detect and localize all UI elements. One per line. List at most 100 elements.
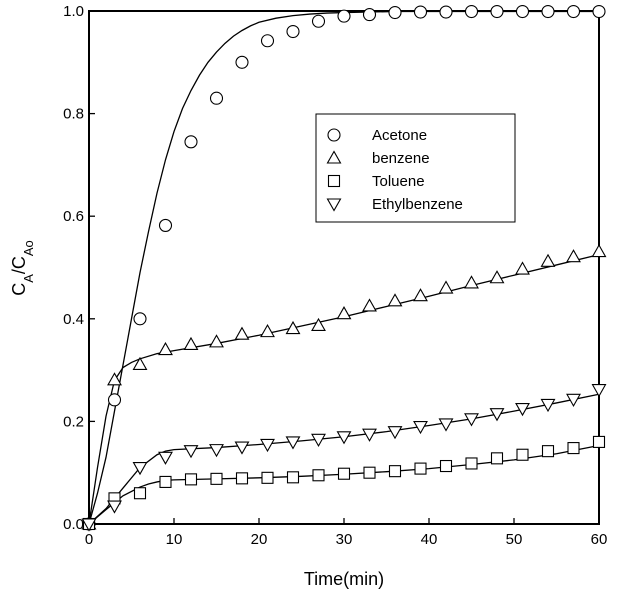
data-point-ethylbenzene bbox=[285, 436, 301, 450]
x-tick-label: 40 bbox=[421, 531, 438, 548]
data-point-benzene bbox=[260, 324, 275, 338]
data-point-acetone bbox=[439, 5, 453, 19]
legend-marker-benzene bbox=[326, 150, 342, 164]
data-point-benzene bbox=[566, 249, 581, 263]
data-point-acetone bbox=[464, 4, 479, 19]
y-axis-label: CA/CAo bbox=[9, 240, 36, 296]
data-point-benzene bbox=[158, 341, 173, 356]
data-point-acetone bbox=[184, 135, 198, 149]
data-point-benzene bbox=[438, 280, 454, 294]
data-point-benzene bbox=[540, 253, 556, 267]
series-ethylbenzene bbox=[81, 384, 607, 532]
data-point-benzene bbox=[387, 293, 403, 307]
x-axis-label: Time(min) bbox=[304, 569, 384, 589]
legend-item-toluene: Toluene bbox=[327, 173, 425, 190]
data-point-toluene bbox=[184, 473, 198, 486]
x-axis: 0 10 20 30 40 50 60 bbox=[85, 518, 607, 548]
legend: Acetone benzene Toluene Ethylbenzene bbox=[315, 113, 516, 223]
data-point-ethylbenzene bbox=[566, 393, 581, 407]
data-point-toluene bbox=[159, 475, 172, 488]
data-point-toluene bbox=[261, 471, 274, 484]
data-point-acetone bbox=[286, 24, 300, 39]
data-point-ethylbenzene bbox=[311, 433, 326, 447]
data-point-benzene bbox=[132, 356, 148, 371]
y-axis-label-main: C bbox=[9, 283, 29, 296]
data-point-benzene bbox=[515, 261, 530, 275]
data-point-toluene bbox=[286, 471, 300, 484]
data-point-toluene bbox=[567, 442, 580, 455]
data-point-ethylbenzene bbox=[540, 398, 556, 413]
legend-marker-toluene bbox=[327, 174, 341, 188]
data-point-toluene bbox=[363, 466, 376, 479]
y-tick-label: 0.6 bbox=[63, 208, 84, 225]
data-point-ethylbenzene bbox=[209, 444, 224, 458]
data-point-toluene bbox=[439, 459, 453, 473]
legend-item-ethylbenzene: Ethylbenzene bbox=[326, 196, 463, 213]
data-point-acetone bbox=[388, 5, 402, 20]
legend-item-acetone: Acetone bbox=[327, 127, 427, 144]
data-point-acetone bbox=[311, 14, 326, 28]
data-point-benzene bbox=[336, 306, 352, 320]
x-tick-label: 10 bbox=[166, 531, 183, 548]
data-point-ethylbenzene bbox=[489, 408, 505, 422]
legend-label-ethylbenzene: Ethylbenzene bbox=[372, 196, 463, 213]
data-point-benzene bbox=[285, 320, 301, 335]
legend-marker-acetone bbox=[327, 128, 341, 142]
data-point-toluene bbox=[516, 448, 529, 461]
data-point-acetone bbox=[158, 218, 173, 232]
y-axis: 0.0 0.2 0.4 0.6 0.8 1.0 bbox=[63, 3, 95, 533]
data-point-ethylbenzene bbox=[591, 384, 607, 398]
data-point-ethylbenzene bbox=[362, 428, 377, 442]
series-acetone bbox=[82, 4, 606, 531]
legend-label-benzene: benzene bbox=[372, 150, 430, 167]
data-markers bbox=[81, 4, 607, 532]
data-point-benzene bbox=[183, 336, 199, 351]
data-point-acetone bbox=[515, 4, 530, 19]
y-tick-label: 0.4 bbox=[63, 311, 84, 328]
data-point-acetone bbox=[235, 55, 249, 69]
data-point-benzene bbox=[107, 372, 122, 386]
data-point-benzene bbox=[234, 326, 250, 340]
data-point-ethylbenzene bbox=[387, 426, 403, 440]
data-point-acetone bbox=[337, 9, 351, 23]
fit-curve-ethylbenzene bbox=[88, 393, 600, 525]
data-point-acetone bbox=[209, 91, 224, 105]
legend-label-toluene: Toluene bbox=[372, 173, 425, 190]
data-point-acetone bbox=[566, 4, 581, 19]
data-point-benzene bbox=[413, 288, 428, 302]
data-point-ethylbenzene bbox=[464, 413, 479, 427]
data-point-toluene bbox=[414, 462, 427, 475]
data-point-toluene bbox=[235, 472, 249, 485]
data-point-acetone bbox=[490, 4, 504, 19]
data-point-acetone bbox=[260, 34, 275, 48]
data-point-ethylbenzene bbox=[260, 438, 275, 453]
legend-label-acetone: Acetone bbox=[372, 127, 427, 144]
data-point-toluene bbox=[541, 445, 555, 458]
y-tick-label: 0.2 bbox=[63, 413, 84, 430]
data-point-ethylbenzene bbox=[158, 451, 173, 465]
data-point-benzene bbox=[489, 270, 505, 284]
data-point-benzene bbox=[464, 275, 479, 289]
data-point-ethylbenzene bbox=[413, 420, 428, 435]
y-axis-label-sub-1: A bbox=[21, 274, 36, 283]
x-tick-label: 30 bbox=[336, 531, 353, 548]
y-tick-label: 1.0 bbox=[63, 3, 84, 20]
data-point-ethylbenzene bbox=[183, 445, 199, 459]
series-toluene bbox=[82, 435, 606, 531]
data-point-toluene bbox=[210, 472, 223, 485]
data-point-ethylbenzene bbox=[81, 518, 97, 532]
data-point-benzene bbox=[209, 334, 224, 348]
legend-item-benzene: benzene bbox=[326, 150, 430, 167]
data-point-ethylbenzene bbox=[438, 418, 454, 432]
data-point-acetone bbox=[133, 312, 147, 326]
data-point-toluene bbox=[490, 452, 504, 465]
x-tick-label: 0 bbox=[85, 531, 93, 548]
data-point-benzene bbox=[311, 317, 326, 332]
data-point-acetone bbox=[413, 5, 428, 19]
data-point-ethylbenzene bbox=[132, 462, 148, 476]
x-tick-label: 20 bbox=[251, 531, 268, 548]
data-point-benzene bbox=[591, 243, 607, 258]
y-tick-label: 0.0 bbox=[63, 516, 84, 533]
data-point-toluene bbox=[312, 469, 325, 482]
data-point-ethylbenzene bbox=[515, 403, 530, 417]
